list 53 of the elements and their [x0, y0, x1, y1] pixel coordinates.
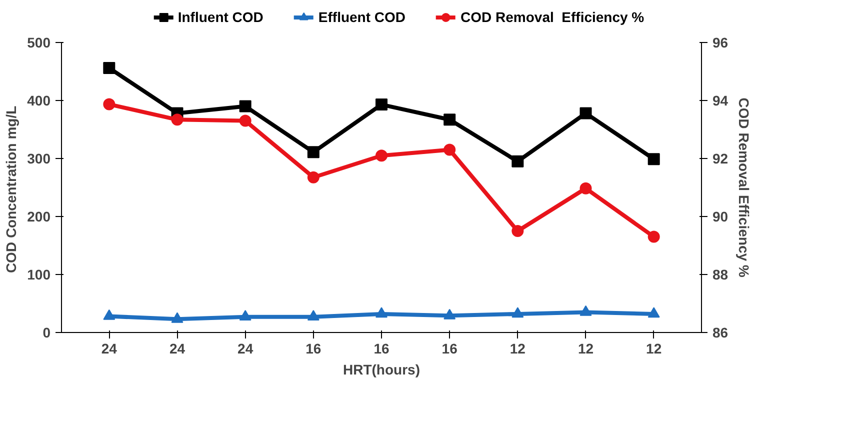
point: [648, 307, 660, 318]
point: [512, 307, 524, 318]
x-tick-label: 24: [101, 340, 118, 356]
legend-label: COD Removal Efficiency %: [460, 9, 644, 25]
y2-tick-label: 92: [712, 150, 728, 166]
x-tick-label: 24: [238, 340, 254, 356]
y-tick-label: 500: [27, 34, 51, 50]
x-tick-label: 12: [646, 340, 662, 356]
point: [171, 312, 184, 323]
point: [444, 144, 456, 156]
point: [307, 171, 320, 184]
point: [171, 114, 184, 126]
point: [444, 114, 456, 126]
legend-label: Effluent COD: [318, 9, 406, 25]
point: [376, 98, 388, 111]
x-tick-label: 16: [374, 340, 390, 356]
y2-axis-title: COD Removal Efficiency %: [736, 98, 752, 278]
y-axis-title: COD Concentration mg/L: [3, 105, 20, 274]
point: [239, 114, 252, 127]
point: [580, 182, 592, 194]
y-tick-label: 200: [27, 208, 51, 224]
point: [648, 230, 660, 243]
point: [376, 307, 388, 318]
x-tick-label: 12: [510, 340, 526, 356]
x-axis-title: HRT(hours): [343, 362, 420, 378]
legend-label: Influent COD: [178, 9, 264, 25]
point: [307, 146, 320, 158]
y2-tick-label: 96: [712, 34, 728, 50]
point: [239, 100, 252, 112]
x-tick-label: 24: [169, 340, 186, 356]
point: [103, 98, 116, 110]
point: [376, 150, 388, 162]
point: [512, 155, 524, 168]
y-tick-label: 100: [27, 266, 51, 282]
y2-tick-label: 88: [712, 266, 728, 282]
x-tick-label: 16: [306, 340, 322, 356]
point: [103, 309, 116, 320]
y2-tick-label: 90: [712, 208, 728, 224]
point: [580, 107, 592, 120]
point: [239, 310, 252, 321]
point: [103, 62, 116, 74]
x-tick-label: 12: [578, 340, 594, 356]
y-tick-label: 0: [42, 324, 51, 340]
point: [307, 310, 320, 321]
y-tick-label: 300: [27, 150, 51, 166]
x-tick-label: 16: [442, 340, 458, 356]
point: [512, 225, 524, 237]
y2-tick-label: 94: [712, 92, 728, 108]
point: [444, 308, 456, 320]
y-tick-label: 400: [27, 92, 51, 108]
y2-tick-label: 86: [712, 324, 728, 340]
point: [648, 153, 660, 166]
point: [580, 305, 592, 316]
